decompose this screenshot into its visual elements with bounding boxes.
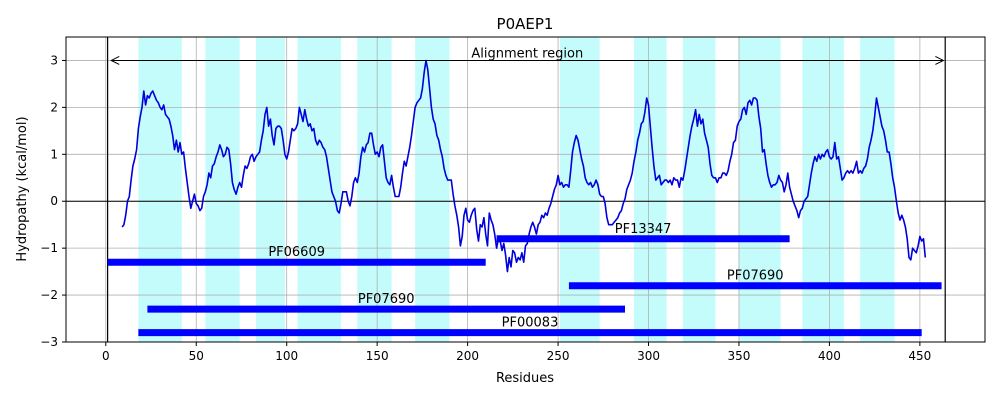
domain-label: PF13347	[615, 222, 672, 237]
domain-label: PF07690	[727, 269, 784, 284]
alignment-arrow-left-head	[110, 56, 120, 65]
tm-band	[634, 37, 667, 342]
x-tick-label: 0	[102, 349, 110, 363]
tm-band	[138, 37, 182, 342]
domain-label: PF06609	[268, 245, 325, 260]
x-tick-label: 100	[275, 349, 298, 363]
transmembrane-bands	[138, 37, 895, 342]
hydropathy-line	[121, 59, 927, 273]
tm-band	[682, 37, 716, 342]
x-tick-label: 150	[366, 349, 389, 363]
y-tick-label: 2	[50, 100, 58, 114]
y-axis-label: Hydropathy (kcal/mol)	[15, 116, 30, 261]
x-tick-label: 50	[189, 349, 204, 363]
domain-label: PF07690	[358, 292, 415, 307]
y-tick-label: 0	[50, 194, 58, 208]
alignment-arrow-right-head	[935, 56, 945, 65]
domain-label: PF00083	[502, 316, 559, 331]
tm-band	[357, 37, 392, 342]
alignment-annotation: Alignment region	[110, 46, 945, 65]
y-tick-label: 3	[50, 53, 58, 67]
x-tick-label: 250	[547, 349, 570, 363]
grid-lines	[66, 37, 985, 343]
y-tick-label: −2	[40, 288, 58, 302]
x-axis-label: Residues	[496, 371, 554, 386]
x-tick-label: 450	[908, 349, 931, 363]
alignment-label: Alignment region	[471, 46, 583, 61]
y-tick-label: −3	[40, 335, 58, 349]
x-tick-label: 300	[637, 349, 660, 363]
tm-band	[860, 37, 895, 342]
tm-band	[559, 37, 600, 342]
tm-band	[738, 37, 781, 342]
y-tick-label: 1	[50, 147, 58, 161]
chart-title: P0AEP1	[497, 15, 554, 33]
x-tick-label: 400	[818, 349, 841, 363]
x-tick-label: 200	[456, 349, 479, 363]
domain-bars: PF13347 PF06609 PF07690 PF07690 PF00083	[107, 222, 942, 337]
y-tick-label: −1	[40, 241, 58, 255]
tm-band	[415, 37, 450, 342]
tm-band	[255, 37, 285, 342]
axes: 0 50 100 150 200 250 300 350 400 450 −3 −2 −1 0 1 2 3	[40, 36, 986, 363]
tm-band	[297, 37, 341, 342]
hydropathy-series	[121, 59, 927, 273]
x-tick-label: 350	[728, 349, 751, 363]
plot-frame	[65, 36, 986, 343]
